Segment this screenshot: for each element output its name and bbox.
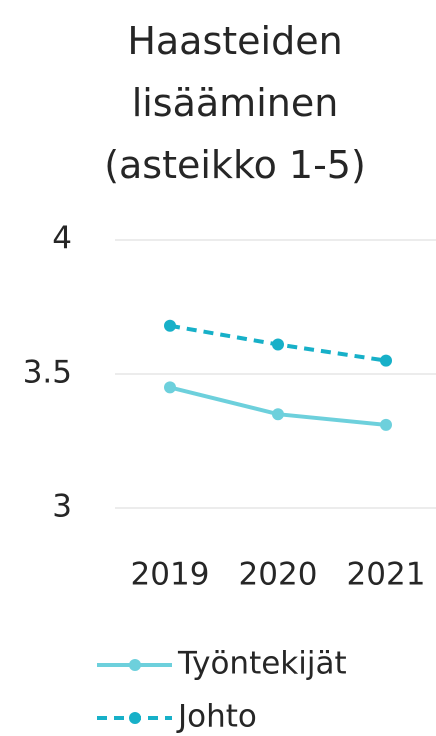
chart-title: Haasteiden lisääminen (asteikko 1-5) <box>104 19 366 187</box>
x-tick-label: 2020 <box>239 557 318 593</box>
data-point <box>164 381 176 394</box>
legend-label: Johto <box>176 699 257 735</box>
legend-label: Työntekijät <box>177 646 347 682</box>
y-tick-label: 4 <box>52 221 72 257</box>
x-tick-label: 2019 <box>131 557 210 593</box>
data-point <box>272 338 284 351</box>
data-point <box>380 418 392 431</box>
y-tick-label: 3.5 <box>23 355 72 391</box>
legend-marker <box>129 659 141 671</box>
y-tick-label: 3 <box>52 489 72 525</box>
x-tick-label: 2021 <box>347 557 426 593</box>
data-point <box>272 408 284 421</box>
data-point <box>380 354 392 367</box>
data-point <box>164 319 176 332</box>
legend-marker <box>129 712 141 724</box>
